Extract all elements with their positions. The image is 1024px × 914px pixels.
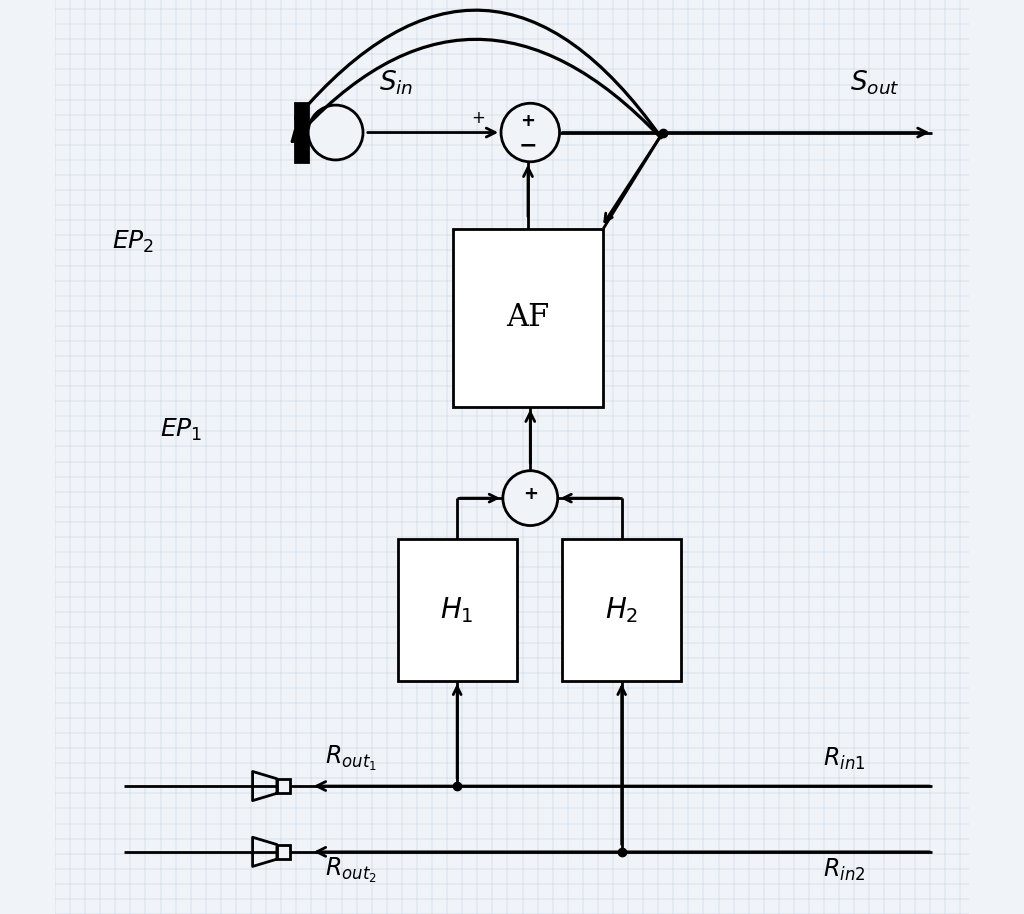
Bar	[397, 539, 516, 681]
Text: +: +	[471, 109, 485, 127]
Text: $EP_2$: $EP_2$	[112, 229, 154, 255]
Bar	[276, 845, 290, 859]
Text: $S_{out}$: $S_{out}$	[850, 68, 900, 97]
Circle shape	[501, 103, 559, 162]
Text: $H_1$: $H_1$	[440, 595, 474, 625]
Text: $R_{in2}$: $R_{in2}$	[822, 857, 865, 883]
Bar	[295, 103, 308, 163]
Bar	[276, 779, 290, 793]
Text: $R_{in1}$: $R_{in1}$	[822, 746, 865, 771]
FancyArrowPatch shape	[296, 10, 662, 138]
Circle shape	[308, 105, 364, 160]
Text: $H_2$: $H_2$	[605, 595, 638, 625]
Text: $S_{in}$: $S_{in}$	[380, 68, 414, 97]
Text: +: +	[520, 112, 535, 131]
Circle shape	[503, 471, 558, 526]
Text: $R_{out_1}$: $R_{out_1}$	[325, 744, 377, 773]
Text: +: +	[523, 485, 538, 503]
Bar	[453, 228, 603, 407]
Text: −: −	[518, 135, 537, 155]
Text: $EP_1$: $EP_1$	[160, 417, 203, 442]
Text: $R_{out_2}$: $R_{out_2}$	[325, 856, 377, 885]
FancyArrowPatch shape	[292, 39, 660, 142]
Text: AF: AF	[507, 303, 550, 333]
Bar	[562, 539, 681, 681]
